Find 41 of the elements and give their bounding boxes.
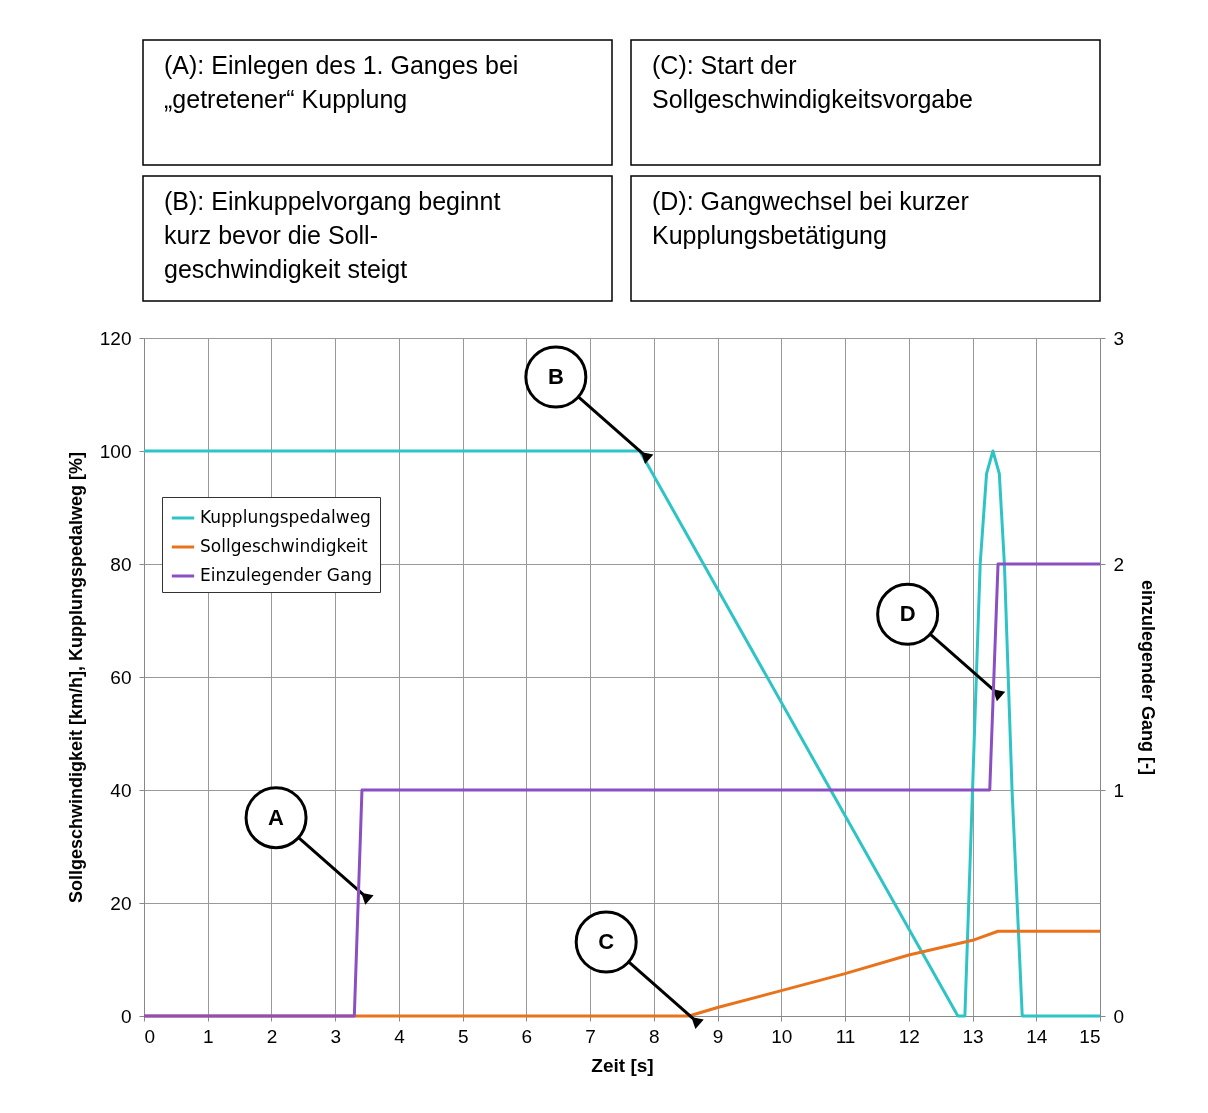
x-tick-label: 7 (585, 1025, 596, 1047)
text: (B): Einkuppelvorgang beginnt kurz bevor die Soll- geschwindigkeit steigt (164, 187, 501, 283)
legend-label: Kupplungspedalweg (200, 507, 371, 527)
y2-tick-label: 3 (1113, 327, 1125, 349)
x-tick-label: 3 (330, 1025, 341, 1047)
annotation: D (899, 601, 916, 627)
y-tick-label: 120 (99, 327, 132, 349)
y-tick-label: 20 (110, 892, 132, 914)
annotation: B (547, 364, 564, 389)
x-tick-label: 1 (202, 1025, 214, 1047)
x-tick-label: 10 (771, 1025, 793, 1047)
y-tick-label: 40 (110, 779, 132, 801)
x-tick-label: 9 (712, 1025, 724, 1047)
text: (C): Start der Sollgeschwindigkeitsvorgabe (652, 51, 974, 113)
annotation: A (268, 804, 285, 830)
annotation: C (598, 929, 615, 954)
text: (D): Gangwechsel bei kurzer Kupplungsbetätigung (652, 187, 969, 249)
x-tick-label: 12 (898, 1025, 920, 1047)
x-tick-label: 6 (521, 1025, 533, 1047)
x-tick-label: 11 (835, 1025, 856, 1047)
x-tick-label: 14 (1026, 1025, 1048, 1047)
legend-label: Sollgeschwindigkeit (200, 536, 368, 556)
y-axis-title: Sollgeschwindigkeit [km/h], Kupplungspedalweg [%] (65, 451, 86, 904)
y-tick-label: 60 (110, 666, 132, 688)
x-tick-label: 15 (1079, 1025, 1101, 1047)
x-tick-label: 5 (457, 1025, 469, 1047)
y2-tick-label: 2 (1113, 553, 1125, 575)
x-tick-label: 8 (649, 1025, 660, 1047)
y-tick-label: 100 (99, 440, 132, 462)
text: (A): Einlegen des 1. Ganges bei „getretener“ Kupplung (164, 51, 519, 113)
y-tick-label: 80 (110, 553, 132, 575)
y2-axis-title: einzulegender Gang [-] (1138, 579, 1159, 776)
x-tick-label: 4 (394, 1025, 406, 1047)
x-tick-label: 0 (144, 1025, 156, 1047)
y2-tick-label: 0 (1113, 1005, 1125, 1027)
y2-tick-label: 1 (1113, 779, 1125, 801)
x-tick-label: 2 (266, 1025, 278, 1047)
x-tick-label: 13 (962, 1025, 984, 1047)
x-axis-title: Zeit [s] (591, 1054, 654, 1076)
y-tick-label: 0 (120, 1005, 132, 1027)
legend-label: Einzulegender Gang (200, 565, 372, 585)
